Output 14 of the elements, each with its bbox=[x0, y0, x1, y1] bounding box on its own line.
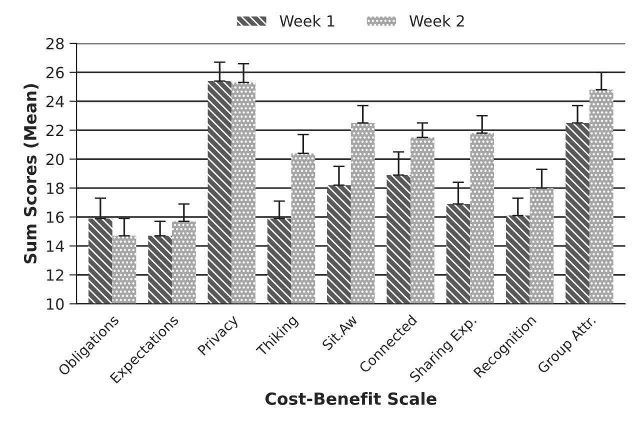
y-tick-label: 22 bbox=[46, 124, 64, 136]
y-tick-label: 24 bbox=[46, 96, 64, 108]
legend-label: Week 2 bbox=[409, 14, 464, 27]
y-tick-label: 26 bbox=[46, 66, 64, 78]
y-tick-label: 18 bbox=[46, 182, 64, 194]
y-tick-label: 16 bbox=[46, 211, 64, 224]
y-tick-label: 10 bbox=[46, 298, 64, 310]
y-tick-label: 20 bbox=[46, 154, 64, 166]
y-axis-title: Sum Scores (Mean) bbox=[24, 84, 38, 264]
legend-label: Week 1 bbox=[280, 14, 334, 27]
y-tick-label: 28 bbox=[46, 38, 64, 50]
y-tick-label: 14 bbox=[46, 240, 64, 252]
y-tick-label: 12 bbox=[46, 269, 64, 281]
x-axis-title: Cost-Benefit Scale bbox=[265, 392, 436, 405]
